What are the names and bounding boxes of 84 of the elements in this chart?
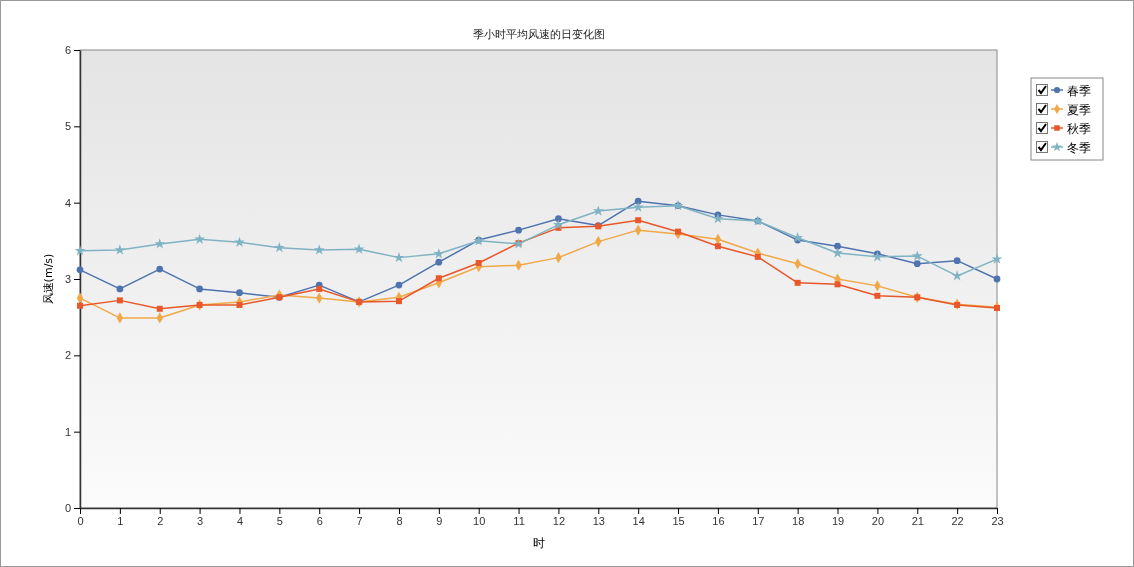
x-tick-label: 20 [871, 514, 885, 527]
point [154, 238, 166, 249]
x-tick-label: 0 [77, 514, 84, 527]
point [592, 205, 604, 216]
point [353, 243, 365, 254]
y-tick-label: 4 [64, 196, 71, 209]
x-tick-label: 11 [513, 514, 525, 527]
point [832, 247, 843, 258]
x-tick-label: 17 [752, 514, 765, 527]
point [156, 305, 163, 312]
point [834, 242, 841, 250]
x-tick-label: 14 [632, 514, 645, 527]
point [313, 244, 325, 255]
point [236, 289, 243, 297]
point [196, 285, 203, 293]
point [77, 302, 83, 309]
x-tick-label: 2 [157, 514, 164, 527]
point [953, 257, 961, 265]
point [553, 219, 564, 230]
point [675, 228, 682, 235]
point [993, 275, 1001, 283]
x-tick-label: 8 [396, 514, 403, 527]
x-tick-label: 9 [436, 514, 443, 527]
x-tick-label: 7 [356, 514, 363, 527]
legend-label: 冬季 [1067, 140, 1091, 155]
point [236, 301, 243, 308]
x-tick-label: 23 [991, 514, 1004, 527]
point [834, 281, 841, 288]
point [114, 244, 126, 255]
point [475, 259, 482, 266]
x-tick-label: 1 [117, 514, 124, 527]
x-tick-label: 16 [712, 514, 725, 527]
x-tick-label: 19 [831, 514, 845, 527]
chart-title: 季小时平均风速的日变化图 [472, 28, 605, 41]
point [632, 201, 644, 212]
point [74, 245, 86, 256]
x-tick-label: 5 [276, 514, 283, 527]
point [991, 253, 1003, 264]
point [273, 242, 285, 253]
point [555, 215, 562, 223]
point [395, 298, 402, 305]
point [435, 275, 442, 282]
point [116, 285, 124, 293]
point [754, 253, 761, 260]
point [316, 285, 323, 292]
y-tick-label: 2 [64, 349, 71, 362]
point [194, 233, 205, 244]
point [635, 217, 642, 224]
x-tick-label: 13 [592, 514, 605, 527]
y-tick-label: 1 [64, 425, 71, 438]
point [156, 265, 164, 273]
legend-label: 春季 [1067, 83, 1091, 98]
point [874, 292, 881, 299]
x-tick-label: 6 [316, 514, 323, 527]
point [714, 243, 721, 250]
y-tick-label: 0 [64, 502, 71, 515]
point [872, 251, 883, 262]
point [911, 250, 923, 261]
x-tick-label: 12 [552, 514, 566, 527]
x-tick-label: 10 [473, 514, 486, 527]
x-tick-label: 22 [951, 514, 964, 527]
x-tick-label: 4 [236, 514, 244, 527]
y-tick-label: 6 [64, 44, 71, 57]
x-tick-label: 18 [792, 514, 805, 527]
point [116, 297, 123, 304]
point [76, 266, 84, 274]
x-tick-label: 3 [197, 514, 204, 527]
legend-label: 夏季 [1067, 102, 1091, 117]
y-axis-title: 风速(m/s) [42, 253, 55, 305]
point [792, 232, 804, 243]
point [395, 281, 403, 289]
point [994, 305, 1000, 312]
point [515, 226, 522, 234]
point [634, 197, 642, 205]
y-tick-label: 5 [64, 120, 71, 133]
x-axis-title: 时 [532, 536, 545, 550]
x-tick-label: 15 [672, 514, 685, 527]
point [794, 279, 801, 286]
x-tick-label: 21 [911, 514, 924, 527]
legend-label: 秋季 [1067, 121, 1091, 136]
point [435, 258, 443, 266]
point [913, 260, 921, 268]
point [234, 236, 245, 247]
y-tick-label: 3 [64, 273, 71, 286]
